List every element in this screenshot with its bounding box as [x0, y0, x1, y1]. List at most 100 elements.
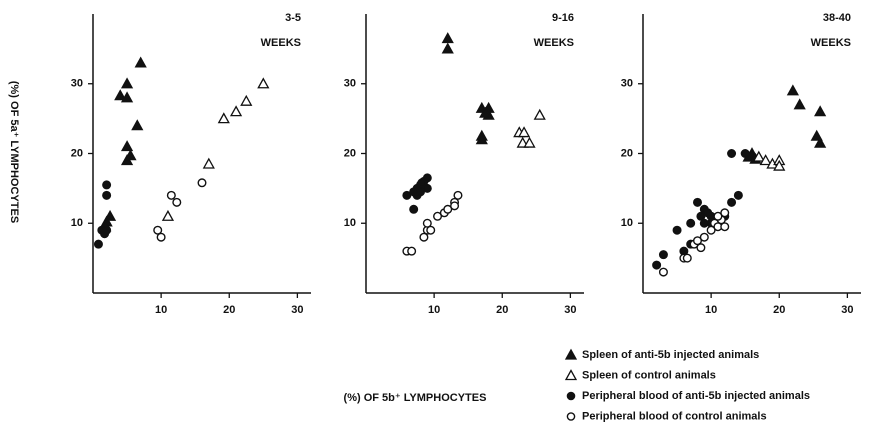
- point: [658, 267, 668, 277]
- point: [197, 178, 207, 188]
- point: [727, 148, 737, 158]
- point: [672, 225, 682, 235]
- point: [658, 250, 668, 260]
- point: [217, 112, 230, 124]
- point: [202, 157, 215, 169]
- y-tick-label: 10: [71, 217, 83, 229]
- point: [814, 136, 827, 148]
- point: [422, 218, 432, 228]
- point: [793, 98, 806, 110]
- point: [703, 208, 713, 218]
- legend-label: Spleen of anti-5b injected animals: [582, 349, 759, 361]
- point: [172, 197, 182, 207]
- point: [786, 84, 799, 96]
- point: [752, 150, 765, 162]
- y-tick-label: 30: [344, 78, 356, 90]
- x-tick-label: 30: [841, 304, 853, 316]
- x-axis-label: (%) OF 5b⁺ LYMPHOCYTES: [344, 392, 487, 404]
- point: [102, 180, 112, 190]
- point: [696, 243, 706, 253]
- legend-marker: [566, 391, 576, 401]
- point: [426, 225, 436, 235]
- point: [441, 32, 454, 44]
- point: [699, 232, 709, 242]
- point: [773, 159, 786, 171]
- point: [409, 204, 419, 214]
- point: [156, 232, 166, 242]
- x-tick-label: 20: [223, 304, 235, 316]
- y-tick-label: 20: [621, 147, 633, 159]
- point: [257, 77, 270, 89]
- point: [453, 190, 463, 200]
- point: [120, 91, 134, 103]
- point: [93, 239, 103, 249]
- point: [229, 105, 243, 117]
- point: [517, 126, 531, 138]
- point: [740, 148, 750, 158]
- point: [124, 149, 137, 161]
- x-tick-label: 10: [155, 304, 167, 316]
- point: [114, 89, 127, 101]
- point: [422, 173, 432, 183]
- panel-title: WEEKS: [811, 37, 851, 49]
- point: [166, 190, 176, 200]
- panel-title: 9-16: [552, 12, 574, 24]
- point: [720, 208, 730, 218]
- point: [402, 190, 412, 200]
- point: [102, 190, 112, 200]
- point: [523, 136, 536, 148]
- point: [727, 197, 737, 207]
- point: [419, 232, 429, 242]
- y-axis-label: (%) OF 5a⁺ LYMPHOCYTES: [8, 81, 20, 223]
- legend-marker: [564, 348, 578, 360]
- point: [682, 253, 692, 263]
- point: [533, 108, 546, 120]
- point: [131, 119, 144, 131]
- point: [713, 211, 723, 221]
- point: [733, 190, 743, 200]
- y-tick-label: 10: [621, 217, 633, 229]
- legend-marker: [566, 412, 576, 421]
- point: [102, 225, 112, 235]
- point: [706, 225, 716, 235]
- panel-title: 38-40: [823, 12, 851, 24]
- panel-title: 3-5: [285, 12, 301, 24]
- point: [120, 140, 134, 152]
- legend-marker: [564, 369, 578, 381]
- panel-title: WEEKS: [534, 37, 574, 49]
- x-tick-label: 20: [496, 304, 508, 316]
- point: [693, 236, 703, 246]
- point: [652, 260, 662, 270]
- y-tick-label: 10: [344, 217, 356, 229]
- legend-label: Peripheral blood of anti-5b injected ani…: [582, 390, 810, 402]
- x-tick-label: 10: [428, 304, 440, 316]
- legend-label: Peripheral blood of control animals: [582, 410, 767, 422]
- point: [699, 218, 709, 228]
- point: [810, 129, 823, 141]
- y-tick-label: 20: [71, 147, 83, 159]
- x-tick-label: 10: [705, 304, 717, 316]
- point: [417, 178, 427, 188]
- point: [120, 77, 134, 89]
- y-tick-label: 30: [71, 78, 83, 90]
- y-tick-label: 30: [621, 78, 633, 90]
- point: [433, 211, 443, 221]
- point: [422, 183, 432, 193]
- point: [240, 94, 253, 106]
- point: [161, 209, 175, 221]
- panel-title: WEEKS: [261, 37, 301, 49]
- point: [696, 211, 706, 221]
- point: [479, 106, 492, 118]
- legend-label: Spleen of control animals: [582, 369, 716, 381]
- point: [153, 225, 163, 235]
- point: [450, 201, 460, 211]
- x-tick-label: 20: [773, 304, 785, 316]
- point: [814, 105, 827, 117]
- point: [475, 133, 488, 145]
- point: [720, 222, 730, 232]
- x-tick-label: 30: [291, 304, 303, 316]
- point: [686, 218, 696, 228]
- point: [693, 197, 703, 207]
- y-tick-label: 20: [344, 147, 356, 159]
